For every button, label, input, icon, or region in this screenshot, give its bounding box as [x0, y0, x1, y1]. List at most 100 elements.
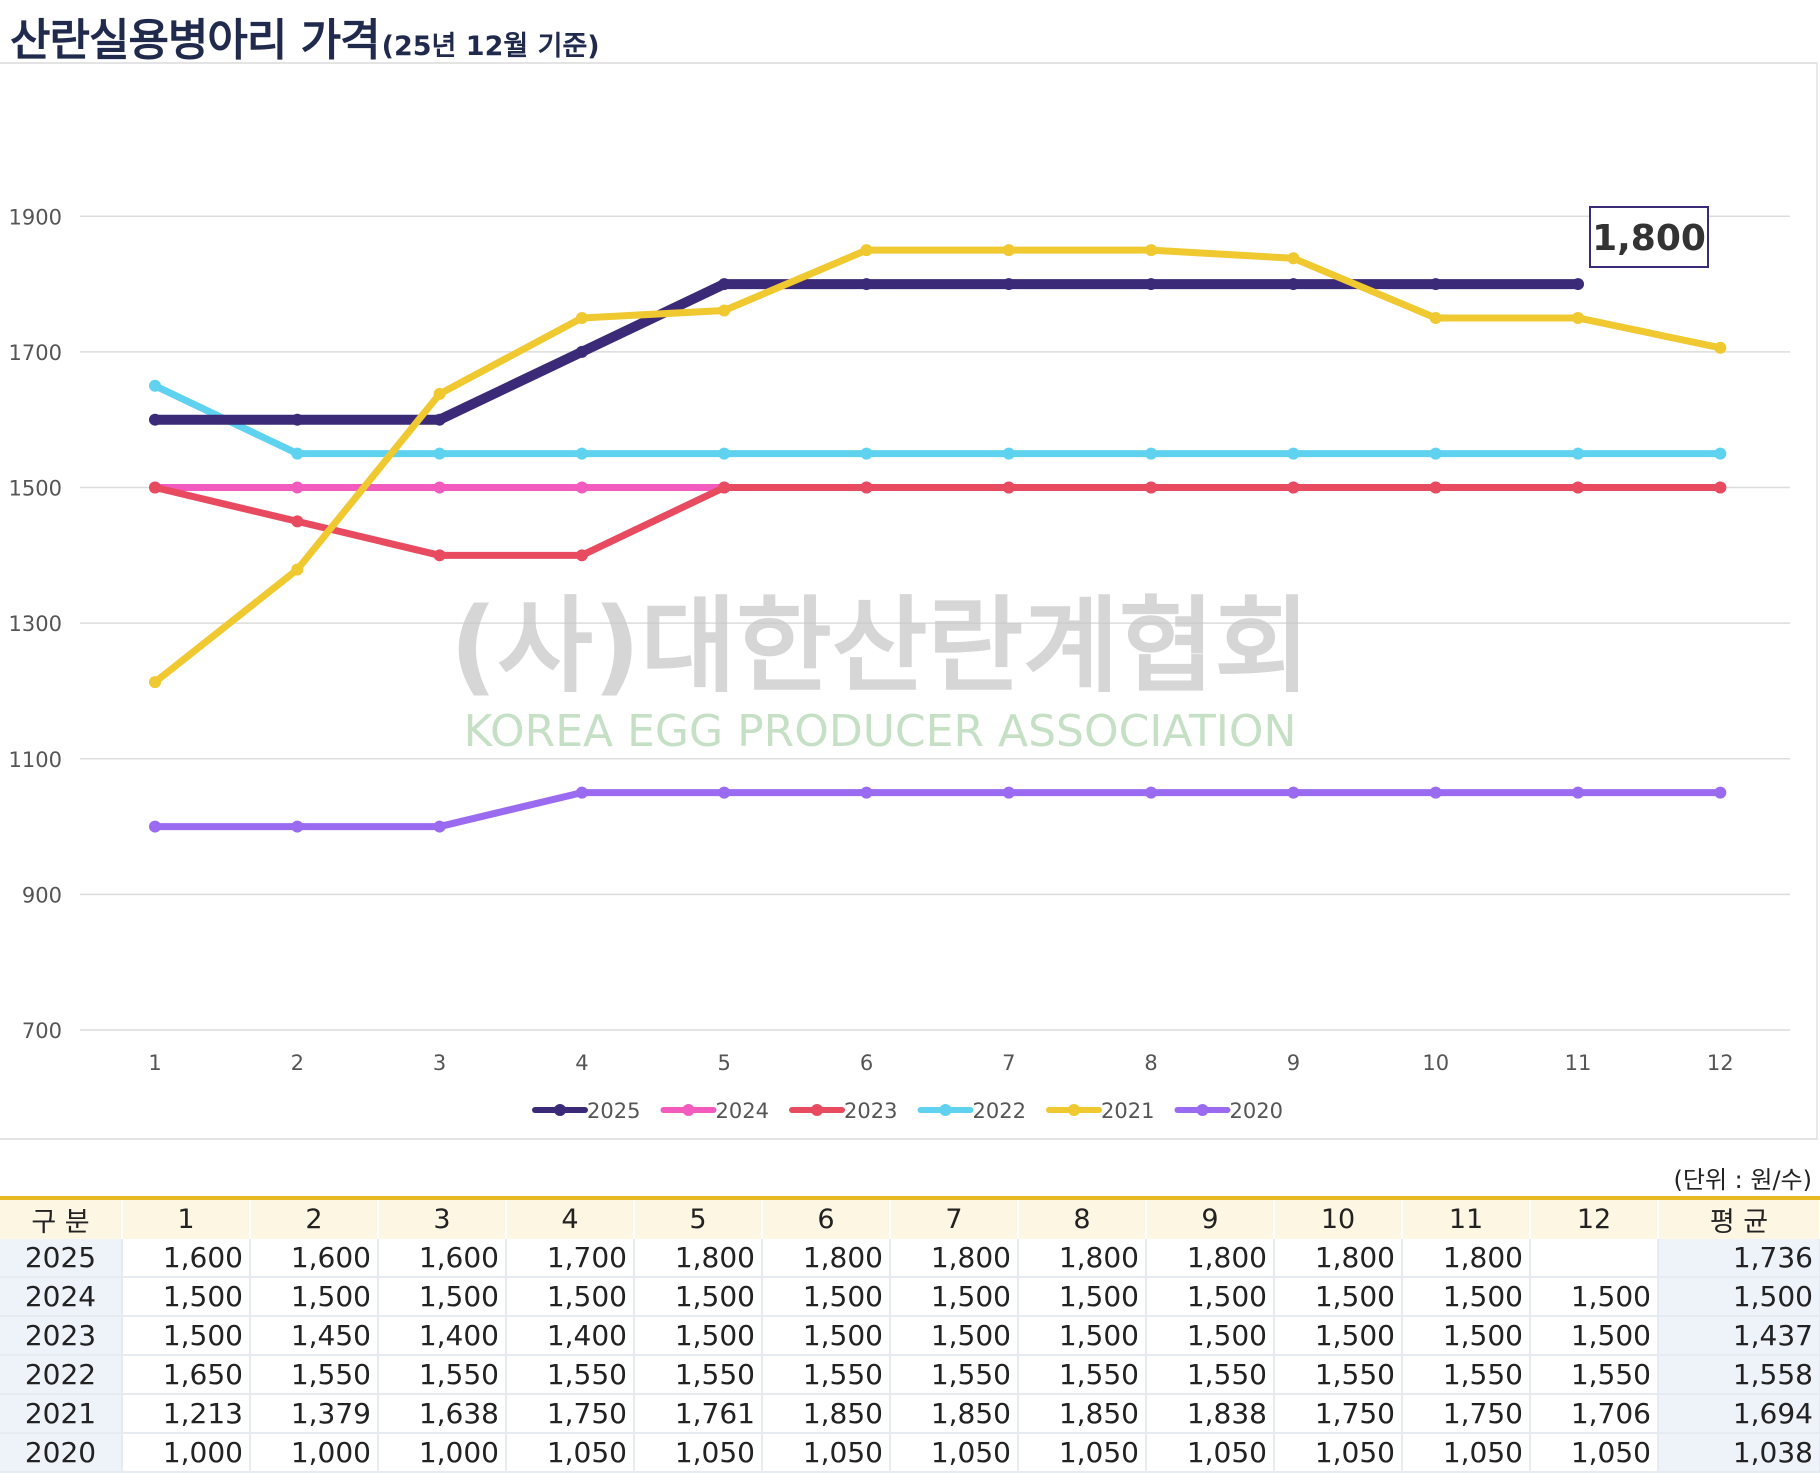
series-lines: [149, 244, 1727, 833]
price-cell: 1,500: [122, 1316, 251, 1356]
series-2022: [149, 379, 1727, 460]
price-cell: [1530, 1239, 1659, 1278]
price-cell: 1,000: [378, 1433, 507, 1473]
data-point-2023: [1572, 481, 1584, 494]
price-cell: 1,379: [250, 1394, 379, 1434]
data-point-2020: [1429, 786, 1442, 799]
price-cell: 1,500: [1146, 1316, 1275, 1356]
data-point-2021: [1002, 244, 1015, 257]
watermark: (사)대한산란계협회 KOREA EGG PRODUCER ASSOCIATIO…: [450, 585, 1311, 757]
value-callout: 1,800: [1589, 206, 1709, 268]
y-tick-label: 1900: [9, 205, 62, 229]
price-cell: 1,800: [1274, 1239, 1403, 1278]
table-row: 2022 1,650 1,550 1,550 1,550 1,550 1,550 1,550 1…: [0, 1355, 1820, 1395]
price-cell: 1,450: [250, 1316, 379, 1356]
x-tick-label: 1: [148, 1051, 161, 1075]
price-cell: 1,000: [122, 1433, 251, 1473]
x-tick-label: 9: [1287, 1051, 1300, 1075]
legend-item-2020[interactable]: 2020: [1174, 1099, 1283, 1123]
price-cell: 1,800: [1018, 1239, 1147, 1278]
price-cell: 1,500: [1402, 1316, 1531, 1356]
series-line-2020: [151, 789, 1724, 831]
price-cell: 1,500: [634, 1277, 763, 1317]
price-cell: 1,800: [890, 1239, 1019, 1278]
legend-item-2025[interactable]: 2025: [532, 1099, 640, 1123]
x-tick-label: 7: [1002, 1051, 1015, 1075]
price-cell: 1,500: [122, 1277, 251, 1317]
y-axis-ticks: 700 900 1100 1300 1500 1700 1900: [9, 205, 62, 1043]
legend-marker: [1068, 1104, 1080, 1116]
price-cell: 1,550: [1402, 1355, 1531, 1395]
legend-item-2021[interactable]: 2021: [1046, 1099, 1154, 1123]
legend-item-2023[interactable]: 2023: [789, 1099, 897, 1123]
legend-marker: [1196, 1104, 1209, 1116]
y-tick-label: 700: [22, 1019, 62, 1043]
data-point-2020: [1572, 786, 1584, 799]
data-point-2022: [1287, 447, 1300, 460]
y-tick-label: 900: [22, 883, 62, 907]
price-cell: 1,550: [1530, 1355, 1659, 1395]
price-cell: 1,550: [634, 1355, 763, 1395]
data-point-2023: [860, 481, 873, 494]
price-cell: 1,400: [506, 1316, 635, 1356]
price-cell: 1,500: [1018, 1277, 1147, 1317]
price-cell: 1,650: [122, 1355, 251, 1395]
x-axis-ticks: 1 2 3 4 5 6 7 8 9 10 11 12: [148, 1051, 1733, 1075]
watermark-korean: (사)대한산란계협회: [450, 585, 1311, 707]
series-line-2023: [151, 484, 1724, 559]
data-point-2020: [433, 820, 446, 833]
data-point-2023: [718, 481, 731, 494]
price-cell: 1,550: [1274, 1355, 1403, 1395]
header-month: 5: [634, 1198, 763, 1239]
legend-label: 2021: [1101, 1099, 1154, 1123]
data-point-2024: [433, 481, 446, 494]
x-tick-label: 11: [1565, 1051, 1592, 1075]
legend-item-2024[interactable]: 2024: [660, 1099, 769, 1123]
price-cell: 1,050: [1018, 1433, 1147, 1473]
series-line-2022: [151, 382, 1724, 458]
data-point-2025: [1429, 278, 1442, 291]
data-point-2025: [575, 345, 588, 358]
series-2020: [149, 786, 1727, 833]
chart-title: 산란실용병아리 가격: [10, 15, 381, 66]
table-row: 2023 1,500 1,450 1,400 1,400 1,500 1,500 1,500 1…: [0, 1316, 1820, 1356]
data-point-2022: [718, 447, 731, 460]
header-month: 4: [506, 1198, 635, 1239]
price-cell: 1,550: [890, 1355, 1019, 1395]
callout-label: 1,800: [1592, 218, 1706, 259]
price-cell: 1,750: [506, 1394, 635, 1434]
price-cell: 1,500: [890, 1277, 1019, 1317]
data-point-2023: [1145, 481, 1158, 494]
data-point-2022: [433, 447, 446, 460]
price-cell: 1,550: [506, 1355, 635, 1395]
y-tick-label: 1500: [9, 477, 62, 501]
price-cell: 1,750: [1274, 1394, 1403, 1434]
x-tick-label: 6: [860, 1051, 873, 1075]
price-cell: 1,050: [1530, 1433, 1659, 1473]
header-average: 평 균: [1658, 1198, 1820, 1239]
legend-marker: [939, 1104, 952, 1116]
data-point-2022: [1714, 447, 1727, 460]
data-point-2025: [1287, 278, 1300, 291]
price-table: 구 분 1 2 3 4 5 6 7 8 9 10 11 12 평 균 2025 1,600 1,600 1,60…: [0, 1196, 1820, 1473]
price-cell: 1,050: [1274, 1433, 1403, 1473]
data-point-2023: [291, 515, 304, 528]
price-cell: 1,550: [378, 1355, 507, 1395]
price-cell: 1,800: [634, 1239, 763, 1278]
legend-marker: [811, 1104, 823, 1116]
price-cell: 1,500: [1530, 1316, 1659, 1356]
legend-marker: [554, 1104, 566, 1116]
price-cell: 1,838: [1146, 1394, 1275, 1434]
unit-note: (단위 : 원/수): [1673, 1166, 1812, 1194]
price-cell: 1,800: [1402, 1239, 1531, 1278]
header-month: 9: [1146, 1198, 1275, 1239]
header-month: 12: [1530, 1198, 1659, 1239]
table-header-row: 구 분 1 2 3 4 5 6 7 8 9 10 11 12 평 균: [0, 1198, 1820, 1239]
data-point-2022: [1145, 447, 1158, 460]
legend-item-2022[interactable]: 2022: [917, 1099, 1026, 1123]
data-point-2021: [291, 563, 304, 576]
row-year: 2024: [0, 1277, 123, 1317]
data-point-2025: [1145, 278, 1158, 291]
average-cell: 1,437: [1658, 1316, 1820, 1356]
watermark-english: KOREA EGG PRODUCER ASSOCIATION: [464, 706, 1297, 757]
